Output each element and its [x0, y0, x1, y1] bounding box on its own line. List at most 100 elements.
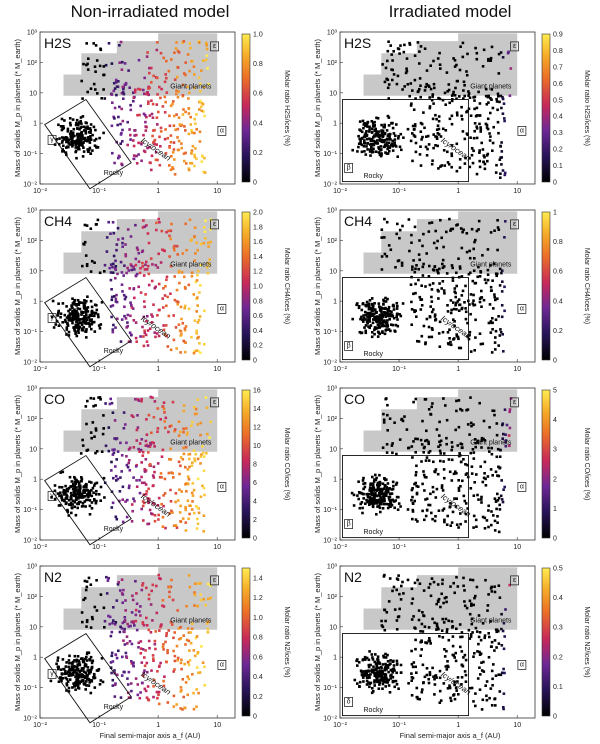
- data-point: [432, 490, 435, 494]
- data-point: [497, 228, 501, 231]
- box-alpha-frame: [217, 482, 227, 492]
- data-point: [379, 678, 382, 682]
- data-point: [171, 166, 174, 169]
- data-point: [369, 154, 372, 157]
- data-point: [412, 615, 415, 618]
- data-point: [373, 125, 376, 128]
- data-point: [460, 275, 464, 278]
- data-point: [66, 510, 70, 513]
- data-point: [85, 121, 88, 125]
- data-point: [492, 262, 496, 265]
- data-point: [164, 128, 167, 131]
- data-point: [495, 422, 499, 425]
- data-point: [474, 114, 478, 118]
- data-point: [158, 475, 162, 479]
- data-point: [82, 496, 85, 499]
- data-point: [73, 683, 77, 686]
- data-point: [122, 92, 126, 96]
- x-tick-label: 10⁻¹: [392, 722, 406, 729]
- data-point: [68, 475, 72, 479]
- data-point: [194, 147, 197, 150]
- box-alpha: α: [517, 482, 527, 492]
- data-point: [359, 502, 362, 506]
- data-point: [151, 315, 154, 318]
- data-point: [120, 674, 124, 677]
- data-point: [442, 460, 445, 463]
- data-point: [395, 301, 399, 305]
- data-point: [472, 655, 475, 658]
- data-point: [85, 42, 88, 45]
- data-point: [443, 292, 446, 295]
- box-alpha-label: α: [220, 127, 224, 134]
- data-point: [73, 303, 76, 306]
- data-point: [387, 124, 391, 127]
- data-point: [68, 117, 72, 120]
- data-point: [114, 621, 118, 624]
- data-point: [85, 498, 88, 502]
- data-point: [114, 297, 118, 301]
- data-point: [382, 656, 386, 659]
- data-point: [137, 399, 141, 402]
- y-tick-label: 10²: [27, 416, 38, 423]
- data-point: [85, 677, 89, 680]
- data-point: [383, 497, 386, 500]
- data-point: [144, 444, 148, 447]
- y-tick-label: 1: [333, 477, 337, 484]
- data-point: [372, 665, 375, 668]
- data-point: [384, 300, 388, 303]
- data-point: [60, 136, 64, 139]
- data-point: [419, 298, 422, 301]
- data-point: [73, 492, 77, 496]
- data-point: [109, 232, 112, 235]
- data-point: [453, 697, 457, 701]
- colorbar-tick-label: 1: [553, 506, 557, 513]
- data-point: [405, 428, 409, 431]
- data-point: [468, 612, 472, 616]
- data-point: [58, 485, 61, 489]
- data-point: [464, 317, 468, 321]
- data-point: [418, 582, 422, 585]
- data-point: [193, 235, 196, 238]
- data-point: [132, 154, 136, 157]
- data-point: [113, 437, 116, 440]
- data-point: [466, 52, 469, 56]
- data-point: [171, 472, 174, 475]
- data-point: [369, 501, 372, 505]
- species-label: CH4: [344, 213, 372, 229]
- data-point: [157, 665, 161, 668]
- data-point: [487, 59, 490, 62]
- data-point: [88, 141, 92, 144]
- data-point: [77, 315, 80, 318]
- data-point: [132, 157, 135, 161]
- data-point: [388, 499, 392, 502]
- data-point: [90, 665, 94, 669]
- data-point: [160, 229, 164, 233]
- data-point: [465, 606, 469, 610]
- data-point: [140, 481, 144, 485]
- data-point: [204, 237, 207, 240]
- data-point: [143, 225, 146, 228]
- data-point: [130, 268, 133, 272]
- data-point: [478, 159, 481, 163]
- data-point: [132, 446, 136, 449]
- data-point: [396, 304, 399, 308]
- data-point: [474, 441, 477, 445]
- data-point: [177, 148, 180, 152]
- data-point: [182, 40, 186, 43]
- colorbar-tick-label: 14: [253, 406, 261, 413]
- data-point: [173, 631, 176, 634]
- box-epsilon: ε: [210, 41, 219, 52]
- data-point: [135, 592, 138, 595]
- data-point: [428, 264, 431, 268]
- data-point: [150, 154, 154, 158]
- data-point: [428, 283, 432, 287]
- data-point: [451, 266, 454, 270]
- data-point: [418, 50, 421, 53]
- data-point: [179, 464, 182, 468]
- data-point: [443, 648, 446, 651]
- data-point: [180, 490, 183, 493]
- data-point: [161, 248, 164, 251]
- data-point: [381, 446, 385, 449]
- data-point: [115, 85, 119, 88]
- data-point: [203, 171, 207, 174]
